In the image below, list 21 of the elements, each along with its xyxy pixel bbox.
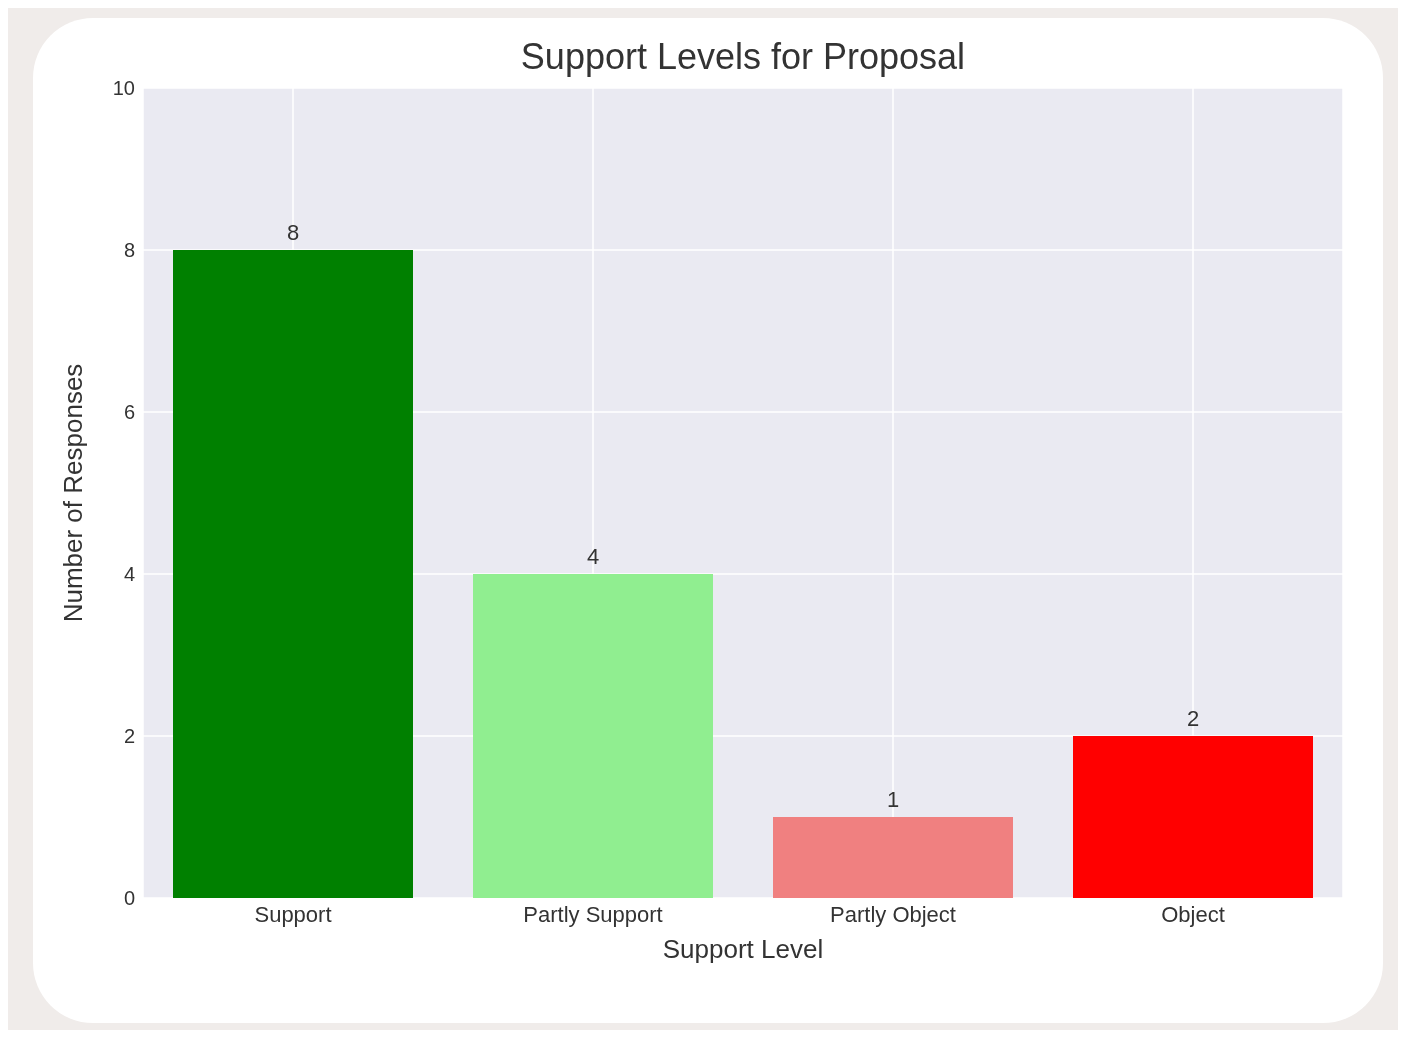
data-label: 4 bbox=[586, 544, 600, 569]
chart-title: Support Levels for Proposal bbox=[519, 36, 967, 78]
data-label: 2 bbox=[1186, 706, 1200, 731]
y-tick-label: 2 bbox=[123, 725, 135, 748]
data-label: 1 bbox=[886, 787, 900, 812]
data-label: 8 bbox=[286, 220, 300, 245]
y-tick-label: 8 bbox=[123, 239, 135, 262]
y-axis-title: Number of Responses bbox=[58, 363, 89, 623]
x-tick-label: Support bbox=[254, 901, 332, 927]
x-axis-title: Support Level bbox=[662, 934, 824, 964]
bar bbox=[173, 250, 413, 898]
y-tick-label: 10 bbox=[112, 77, 135, 100]
y-tick-label: 4 bbox=[123, 563, 135, 586]
bar bbox=[1073, 736, 1313, 898]
bar bbox=[773, 817, 1013, 898]
x-tick-label: Partly Object bbox=[830, 901, 956, 927]
x-tick-label: Partly Support bbox=[523, 901, 663, 927]
x-tick-label: Object bbox=[1161, 901, 1225, 927]
y-tick-label: 0 bbox=[123, 887, 135, 910]
bar bbox=[473, 574, 713, 898]
y-tick-label: 6 bbox=[123, 401, 135, 424]
